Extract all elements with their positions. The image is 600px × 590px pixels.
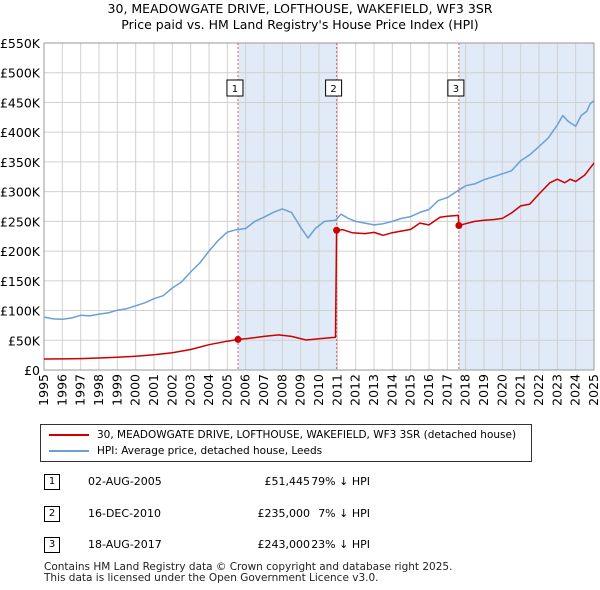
x-tick-label: 2009 bbox=[293, 374, 308, 406]
x-tick-label: 2019 bbox=[476, 374, 491, 406]
transaction-number: 2 bbox=[44, 506, 60, 522]
y-tick-label: £0 bbox=[24, 363, 40, 378]
x-tick-label: 2024 bbox=[568, 374, 583, 406]
transaction-hpi-diff: 23% ↓ HPI bbox=[311, 538, 370, 551]
x-tick-label: 2020 bbox=[494, 374, 509, 406]
y-tick-label: £400K bbox=[0, 125, 41, 140]
y-tick-label: £150K bbox=[0, 274, 41, 289]
y-tick-label: £200K bbox=[0, 244, 41, 259]
marker-label: 1 bbox=[232, 84, 238, 95]
x-tick-label: 1996 bbox=[54, 374, 69, 406]
legend-label-property: 30, MEADOWGATE DRIVE, LOFTHOUSE, WAKEFIE… bbox=[97, 429, 517, 441]
x-tick-label: 2010 bbox=[311, 374, 326, 406]
transaction-date: 18-AUG-2017 bbox=[88, 538, 162, 551]
marker-label: 3 bbox=[453, 84, 459, 95]
transaction-price: £235,000 bbox=[257, 507, 311, 520]
y-tick-label: £450K bbox=[0, 95, 41, 110]
transaction-row-1: 1 02-AUG-2005 £51,445 79% ↓ HPI bbox=[44, 472, 404, 492]
transaction-row-2: 2 16-DEC-2010 £235,000 7% ↓ HPI bbox=[44, 504, 404, 524]
x-tick-label: 2021 bbox=[513, 374, 528, 406]
sale-point bbox=[234, 335, 242, 343]
x-tick-label: 2002 bbox=[164, 374, 179, 406]
series-line-hpi bbox=[43, 100, 595, 320]
legend-swatch-property bbox=[49, 434, 89, 436]
x-tick-label: 2003 bbox=[183, 374, 198, 406]
legend-label-hpi: HPI: Average price, detached house, Leed… bbox=[97, 445, 323, 457]
x-tick-label: 2001 bbox=[146, 374, 161, 406]
x-tick-label: 2011 bbox=[329, 374, 344, 406]
shaded-range bbox=[458, 43, 594, 370]
x-tick-label: 2007 bbox=[256, 374, 271, 406]
chart-subtitle: Price paid vs. HM Land Registry's House … bbox=[121, 17, 479, 32]
legend-entry-property: 30, MEADOWGATE DRIVE, LOFTHOUSE, WAKEFIE… bbox=[49, 427, 516, 443]
x-tick-label: 2018 bbox=[458, 374, 473, 406]
x-tick-label: 2017 bbox=[439, 374, 454, 406]
x-tick-label: 1997 bbox=[73, 374, 88, 406]
chart-title: 30, MEADOWGATE DRIVE, LOFTHOUSE, WAKEFIE… bbox=[107, 1, 493, 16]
transaction-price: £51,445 bbox=[264, 475, 311, 488]
x-tick-label: 2012 bbox=[348, 374, 363, 406]
marker-label-box bbox=[325, 79, 343, 97]
sale-point bbox=[333, 226, 341, 234]
x-tick-label: 1999 bbox=[109, 374, 124, 406]
footer-copyright: Contains HM Land Registry data © Crown c… bbox=[44, 561, 453, 573]
x-tick-label: 2000 bbox=[128, 374, 143, 406]
x-tick-label: 2013 bbox=[366, 374, 381, 406]
y-tick-label: £550K bbox=[0, 36, 41, 51]
y-tick-label: £100K bbox=[0, 304, 41, 319]
transaction-price: £243,000 bbox=[257, 538, 311, 551]
y-tick-label: £50K bbox=[8, 333, 41, 348]
x-tick-label: 2025 bbox=[586, 374, 600, 406]
x-tick-label: 2014 bbox=[384, 374, 399, 406]
transaction-row-3: 3 18-AUG-2017 £243,000 23% ↓ HPI bbox=[44, 535, 404, 555]
x-tick-label: 2015 bbox=[403, 374, 418, 406]
marker-label-box bbox=[226, 79, 244, 97]
legend-entry-hpi: HPI: Average price, detached house, Leed… bbox=[49, 443, 322, 459]
x-tick-label: 2004 bbox=[201, 374, 216, 406]
plot-frame bbox=[43, 42, 595, 371]
footer-licence: This data is licensed under the Open Gov… bbox=[44, 572, 379, 584]
transaction-date: 02-AUG-2005 bbox=[88, 475, 162, 488]
transaction-hpi-diff: 7% ↓ HPI bbox=[318, 507, 370, 520]
x-tick-label: 2016 bbox=[421, 374, 436, 406]
y-tick-label: £350K bbox=[0, 155, 41, 170]
shaded-range bbox=[237, 43, 337, 370]
transaction-date: 16-DEC-2010 bbox=[88, 507, 162, 520]
x-tick-label: 2008 bbox=[274, 374, 289, 406]
y-tick-label: £300K bbox=[0, 185, 41, 200]
x-tick-label: 1995 bbox=[36, 374, 51, 406]
sale-point bbox=[455, 222, 463, 230]
transaction-number: 3 bbox=[44, 537, 60, 553]
transaction-number: 1 bbox=[44, 474, 60, 490]
marker-label: 2 bbox=[330, 84, 336, 95]
x-tick-label: 2005 bbox=[219, 374, 234, 406]
marker-label-box bbox=[447, 79, 465, 97]
x-tick-label: 1998 bbox=[91, 374, 106, 406]
transaction-hpi-diff: 79% ↓ HPI bbox=[311, 475, 370, 488]
x-tick-label: 2006 bbox=[238, 374, 253, 406]
x-tick-label: 2023 bbox=[549, 374, 564, 406]
x-tick-label: 2022 bbox=[531, 374, 546, 406]
chart-legend: 30, MEADOWGATE DRIVE, LOFTHOUSE, WAKEFIE… bbox=[40, 424, 532, 462]
y-tick-label: £500K bbox=[0, 66, 41, 81]
price-chart: £0 £50K £100K £150K £200K £250K £300K £350K £400… bbox=[0, 36, 600, 406]
series-line-property bbox=[43, 162, 595, 360]
y-tick-label: £250K bbox=[0, 214, 41, 229]
legend-swatch-hpi bbox=[49, 450, 89, 452]
